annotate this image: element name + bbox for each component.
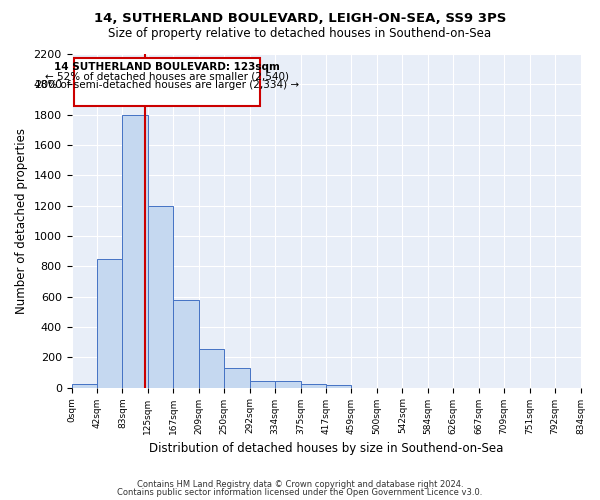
- Bar: [275, 380, 301, 388]
- Text: Contains public sector information licensed under the Open Government Licence v3: Contains public sector information licen…: [118, 488, 482, 497]
- Bar: [71, 384, 97, 388]
- Text: Contains HM Land Registry data © Crown copyright and database right 2024.: Contains HM Land Registry data © Crown c…: [137, 480, 463, 489]
- Text: 14 SUTHERLAND BOULEVARD: 123sqm: 14 SUTHERLAND BOULEVARD: 123sqm: [54, 62, 280, 72]
- Bar: [148, 206, 173, 388]
- Text: Size of property relative to detached houses in Southend-on-Sea: Size of property relative to detached ho…: [109, 28, 491, 40]
- Text: 14, SUTHERLAND BOULEVARD, LEIGH-ON-SEA, SS9 3PS: 14, SUTHERLAND BOULEVARD, LEIGH-ON-SEA, …: [94, 12, 506, 26]
- Bar: [250, 380, 275, 388]
- Text: 48% of semi-detached houses are larger (2,334) →: 48% of semi-detached houses are larger (…: [34, 80, 299, 90]
- X-axis label: Distribution of detached houses by size in Southend-on-Sea: Distribution of detached houses by size …: [149, 442, 503, 455]
- Bar: [173, 300, 199, 388]
- Bar: [199, 349, 224, 388]
- FancyBboxPatch shape: [74, 58, 260, 106]
- Bar: [301, 384, 326, 388]
- Bar: [97, 258, 122, 388]
- Bar: [326, 386, 352, 388]
- Bar: [224, 368, 250, 388]
- Y-axis label: Number of detached properties: Number of detached properties: [15, 128, 28, 314]
- Bar: [122, 114, 148, 388]
- Text: ← 52% of detached houses are smaller (2,540): ← 52% of detached houses are smaller (2,…: [45, 72, 289, 82]
